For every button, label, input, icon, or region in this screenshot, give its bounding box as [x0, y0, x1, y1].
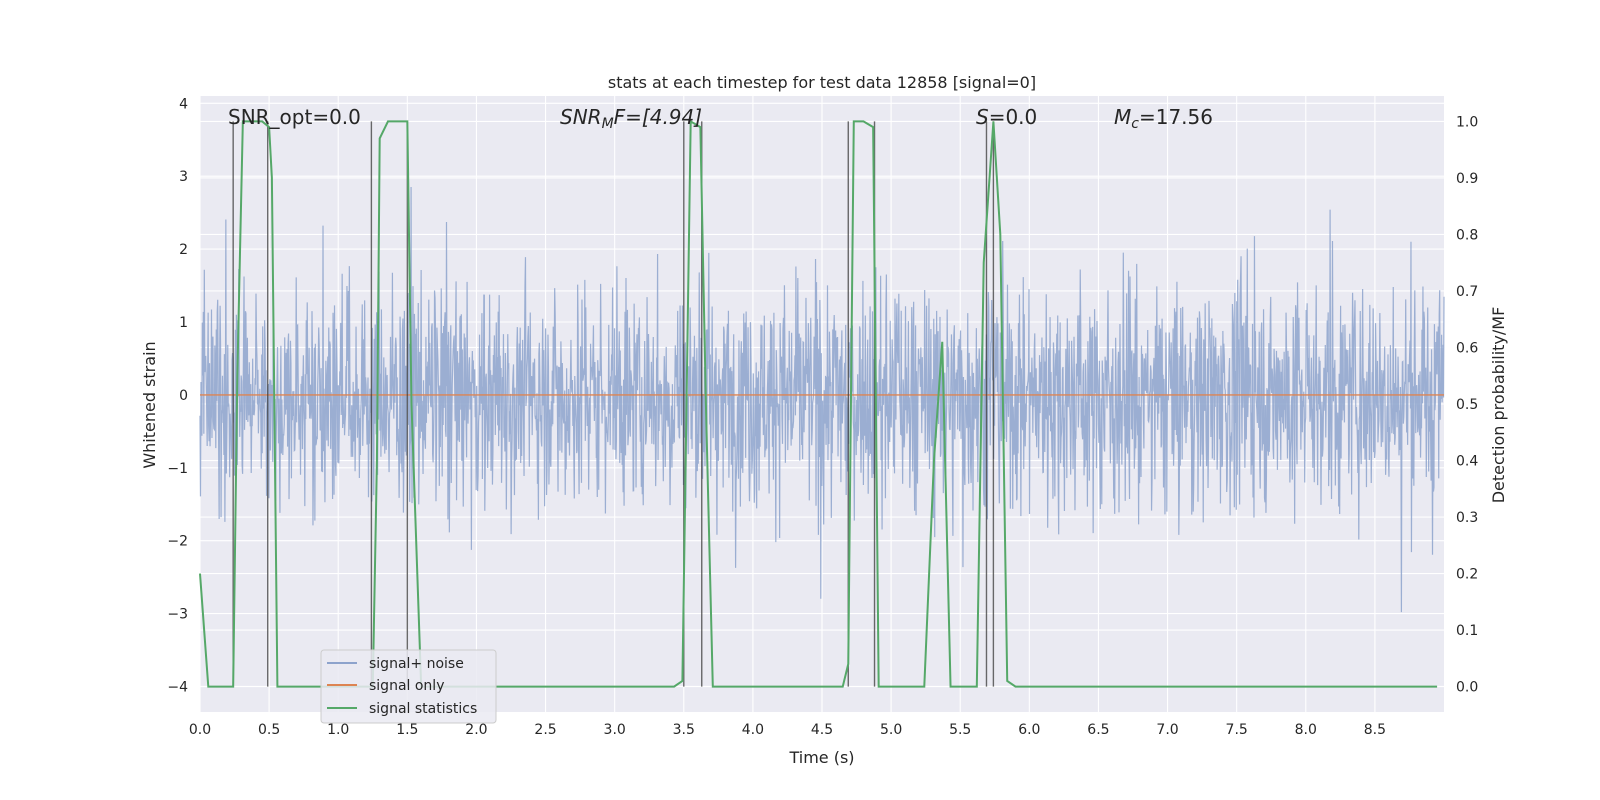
x-tick-label: 8.0 — [1295, 722, 1317, 738]
y-tick-label: 1 — [179, 315, 188, 331]
legend-box — [320, 649, 497, 724]
y-tick-label: −2 — [167, 534, 188, 550]
y2-tick-label: 0.4 — [1456, 454, 1478, 470]
annotation-snr-opt: SNR_opt=0.0 — [228, 105, 361, 129]
x-tick-label: 6.5 — [1087, 722, 1109, 738]
y-tick-label: 0 — [179, 388, 188, 404]
x-axis-label: Time (s) — [788, 748, 854, 767]
legend: signal+ noise signal only signal statist… — [320, 649, 497, 724]
y2-tick-label: 0.5 — [1456, 397, 1478, 413]
y-tick-label: 4 — [179, 96, 188, 112]
x-tick-label: 1.0 — [327, 722, 349, 738]
legend-label-signal-only: signal only — [369, 678, 444, 694]
x-tick-label: 7.5 — [1226, 722, 1248, 738]
x-tick-label: 0.5 — [258, 722, 280, 738]
y-tick-label: −4 — [167, 679, 188, 695]
y2-axis-label: Detection probability/MF — [1489, 307, 1508, 504]
y-tick-label: 3 — [179, 169, 188, 185]
y2-tick-label: 0.7 — [1456, 284, 1478, 300]
snr-mf-rest: F=[4.94] — [614, 105, 702, 129]
x-tick-label: 4.5 — [811, 722, 833, 738]
x-tick-label: 3.0 — [604, 722, 626, 738]
chart-title: stats at each timestep for test data 128… — [608, 73, 1036, 92]
mc-base: M — [1114, 105, 1131, 129]
y-tick-label: −1 — [167, 461, 188, 477]
legend-label-statistics: signal statistics — [369, 701, 477, 717]
x-tick-label: 8.5 — [1364, 722, 1386, 738]
y-tick-label: −3 — [167, 607, 188, 623]
x-tick-label: 4.0 — [742, 722, 764, 738]
y2-tick-label: 0.2 — [1456, 567, 1478, 583]
y2-tick-label: 0.8 — [1456, 227, 1478, 243]
x-axis-ticks: 0.0 0.5 1.0 1.5 2.0 2.5 3.0 3.5 4.0 4.5 5.0 5.5 6.0 6… — [189, 722, 1386, 738]
legend-label-noise: signal+ noise — [369, 656, 464, 672]
x-tick-label: 5.0 — [880, 722, 902, 738]
y2-tick-label: 0.6 — [1456, 340, 1478, 356]
annotation-mc: Mc=17.56 — [1114, 105, 1213, 132]
x-tick-label: 2.0 — [465, 722, 487, 738]
x-tick-label: 2.5 — [534, 722, 556, 738]
mc-rest: =17.56 — [1139, 105, 1213, 129]
y2-tick-label: 1.0 — [1456, 114, 1478, 130]
x-tick-label: 6.0 — [1018, 722, 1040, 738]
x-tick-label: 0.0 — [189, 722, 211, 738]
signal-statistics-line — [199, 119, 1438, 688]
x-tick-label: 5.5 — [949, 722, 971, 738]
y2-tick-label: 0.1 — [1456, 623, 1478, 639]
snr-mf-sub: M — [602, 116, 614, 132]
y-tick-label: 2 — [179, 242, 188, 258]
x-tick-label: 3.5 — [673, 722, 695, 738]
vertical-markers — [232, 121, 995, 687]
y-axis-ticks: 4 3 2 1 0 −1 −2 −3 −4 — [167, 96, 188, 695]
s-rest: =0.0 — [989, 105, 1038, 129]
s-base: S — [976, 105, 989, 129]
y2-axis-ticks: 1.0 0.9 0.8 0.7 0.6 0.5 0.4 0.3 0.2 0.1 0.0 — [1456, 114, 1478, 695]
y2-tick-label: 0.3 — [1456, 510, 1478, 526]
annotation-s: S=0.0 — [976, 105, 1037, 129]
y-axis-label: Whitened strain — [140, 341, 159, 468]
x-tick-label: 7.0 — [1156, 722, 1178, 738]
mc-sub: c — [1131, 116, 1139, 132]
snr-mf-base: SNR — [560, 105, 602, 129]
x-tick-label: 1.5 — [396, 722, 418, 738]
annotation-snr-mf: SNRMF=[4.94] — [560, 105, 702, 132]
y2-tick-label: 0.0 — [1456, 680, 1478, 696]
y2-tick-label: 0.9 — [1456, 171, 1478, 187]
